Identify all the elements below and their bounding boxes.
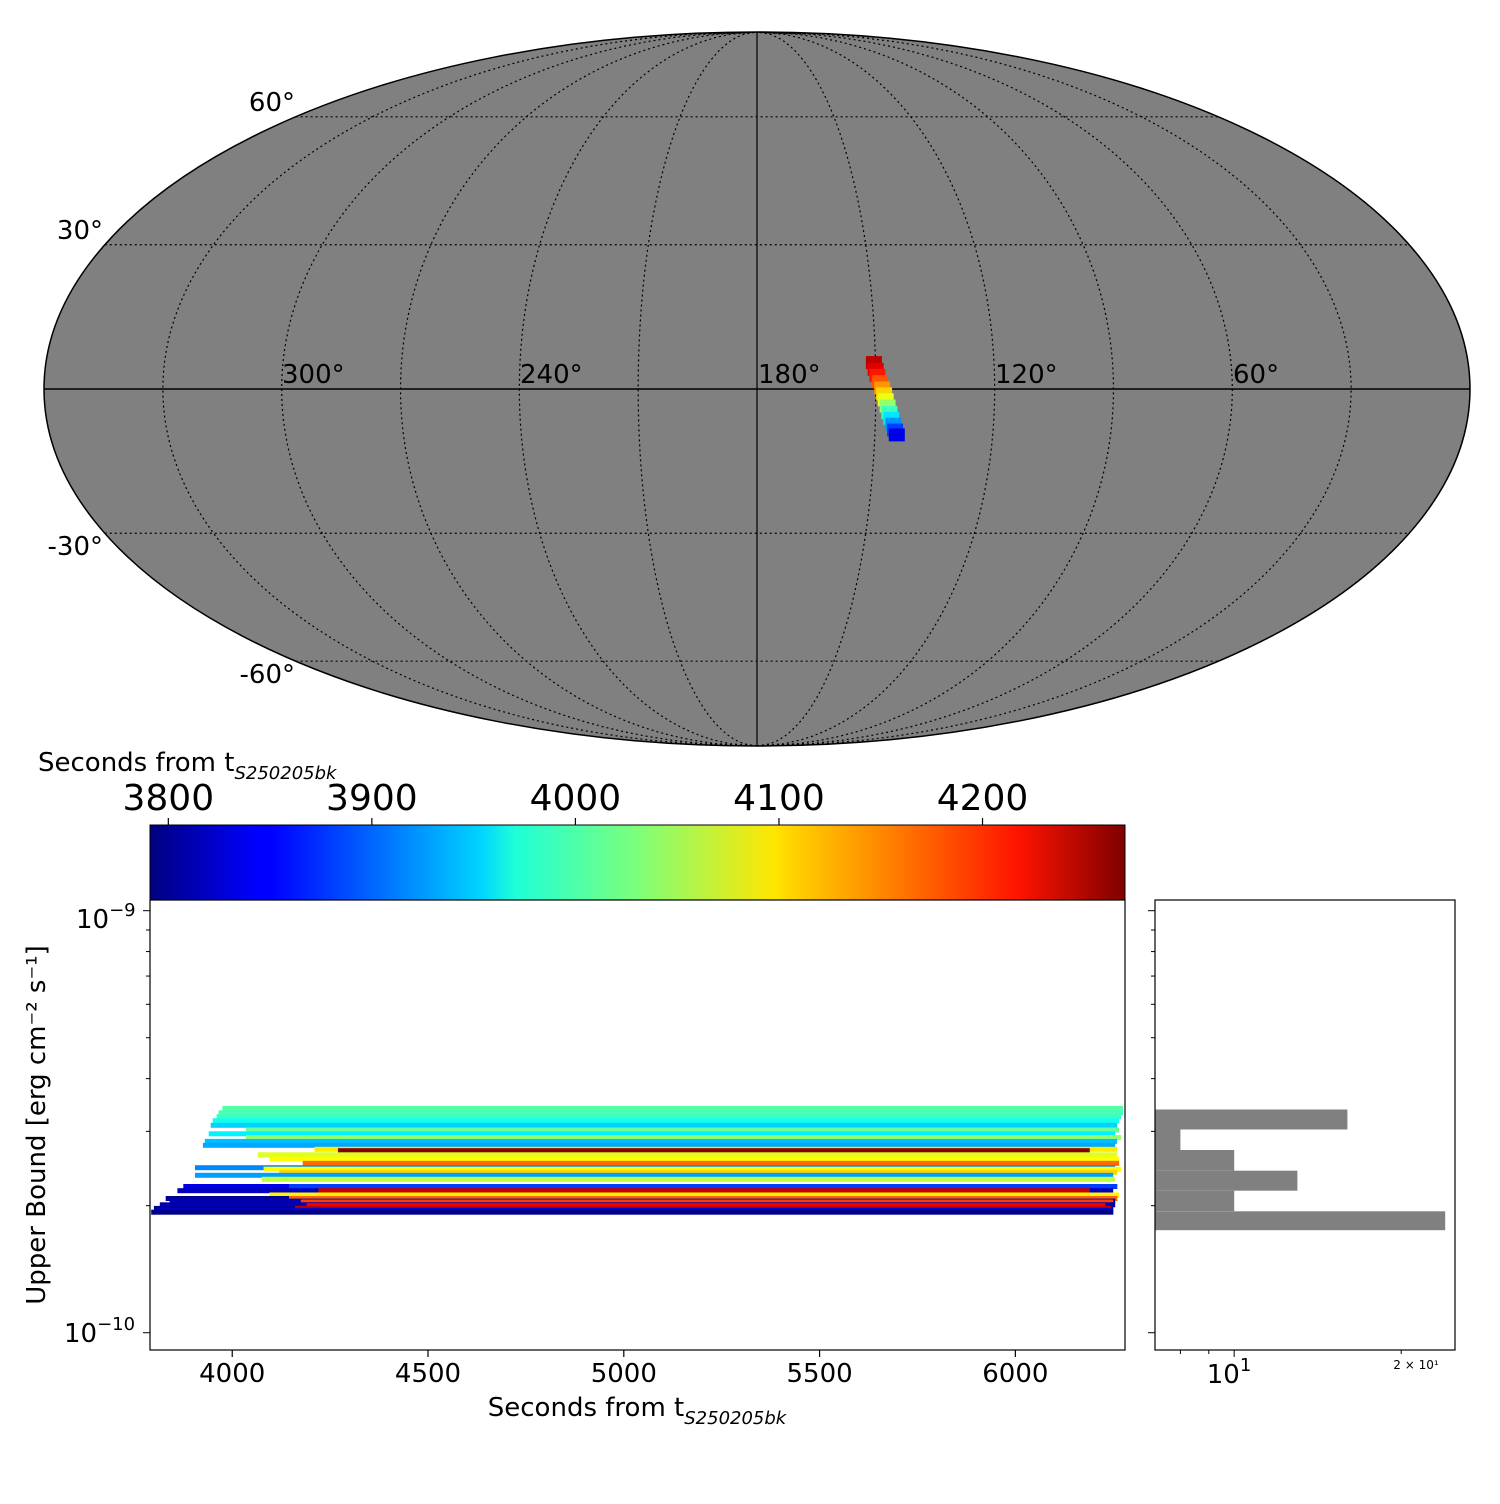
histogram-bars [1155,1109,1446,1231]
sky-map: 60° 30° -30° -60° 300° 240° 180° 120° 60… [43,31,1471,747]
upper-bound-segment [261,1176,1116,1182]
upper-bound-segment [212,1118,1120,1124]
hist-x-tick-label: 101 [1207,1355,1252,1390]
upper-bound-segment [204,1138,1118,1144]
colorbar-tick-label: 4000 [530,778,622,819]
upper-bound-segment [216,1114,1122,1120]
main-x-label-subscript: S250205bk [684,1408,788,1429]
upper-bound-segment [289,1184,1118,1189]
main-plot: 4000 4500 5000 5500 6000 10−9 10−10 Seconds … [22,899,1126,1429]
upper-bound-segment [218,1110,1123,1116]
main-plot-frame [149,899,1126,1351]
colorbar-tick-label: 4100 [733,778,825,819]
colorbar-ticks: 3800 3900 4000 4100 4200 [123,778,1029,825]
upper-bound-segment [318,1188,1090,1194]
main-y-tick-exponent: −9 [109,900,136,921]
graticule-meridian [756,32,1470,746]
upper-bound-segment [338,1148,1090,1154]
hist-x-tick-exponent: 1 [1240,1355,1251,1376]
main-x-tick-label: 5000 [591,1359,657,1389]
graticule-meridian [637,32,758,746]
main-x-tick-label: 5500 [786,1359,852,1389]
main-x-tick-label: 4500 [395,1359,461,1389]
sky-region-pixel [888,428,905,442]
upper-bound-segment [263,1166,1122,1172]
main-y-ticks [143,910,150,1334]
main-x-tick-label: 6000 [982,1359,1048,1389]
upper-bound-segment [306,1203,1106,1209]
colorbar-tick-label: 4200 [937,778,1029,819]
hist-x-tick-base: 10 [1207,1360,1240,1390]
colorbar-tick-label: 3800 [123,778,215,819]
colorbar-label-base: Seconds from t [38,748,234,778]
main-y-tick-exponent: −10 [97,1314,135,1335]
main-y-tick-base: 10 [64,1319,97,1349]
upper-bound-segment [257,1152,1118,1158]
upper-bound-segment [195,1172,1114,1178]
histogram-bar [1155,1150,1235,1171]
upper-bound-segment [269,1156,1120,1162]
histogram-ticks [1148,910,1402,1357]
lat-tick-label: 60° [249,88,295,118]
histogram-bar [1155,1190,1235,1212]
lon-tick-label: 60° [1233,360,1279,390]
colorbar-label-subscript: S250205bk [234,763,338,784]
histogram-frame [1154,899,1456,1351]
main-plot-segments [151,1105,1123,1215]
histogram-plot: 101 2 × 10¹ [1148,899,1456,1390]
main-y-tick-label: 10−9 [76,900,136,935]
upper-bound-segment [289,1196,1118,1201]
histogram-bar [1155,1109,1348,1130]
colorbar-gradient [149,824,1126,901]
upper-bound-segment [300,1199,1114,1205]
upper-bound-segment [245,1127,1120,1133]
main-y-label: Upper Bound [erg cm⁻² s⁻¹] [22,945,52,1304]
upper-bound-segment [151,1209,1114,1215]
upper-bound-segment [210,1122,1118,1128]
colorbar-label: Seconds from tS250205bk [38,748,338,784]
main-y-tick-label: 10−10 [64,1314,135,1349]
sky-localization-region [865,356,905,442]
main-y-tick-base: 10 [76,905,109,935]
lon-tick-label: 120° [995,360,1058,390]
upper-bound-segment [245,1135,1122,1141]
graticule-meridian [756,32,1352,746]
histogram-bar [1155,1129,1181,1150]
lat-tick-label: -30° [48,532,103,562]
main-x-ticks: 4000 4500 5000 5500 6000 [199,1350,1048,1389]
histogram-bar [1155,1211,1446,1231]
upper-bound-segment [269,1192,1120,1198]
main-x-label-base: Seconds from t [488,1393,684,1423]
histogram-bar [1155,1170,1298,1191]
graticule-meridian [756,32,877,746]
lat-tick-label: 30° [57,216,103,246]
lat-tick-label: -60° [240,660,295,690]
upper-bound-segment [208,1131,1116,1137]
upper-bound-segment [302,1160,1120,1166]
colorbar: Seconds from tS250205bk 3800 3900 4000 4100… [38,748,1126,901]
hist-x-minor-tick-label: 2 × 10¹ [1393,1358,1439,1372]
graticule-meridian [162,32,758,746]
lon-tick-label: 240° [520,360,583,390]
upper-bound-segment [222,1105,1123,1111]
main-x-tick-label: 4000 [199,1359,265,1389]
lon-tick-label: 180° [758,360,821,390]
main-x-label: Seconds from tS250205bk [488,1393,788,1429]
upper-bound-segment [279,1169,1118,1175]
lon-tick-label: 300° [282,360,345,390]
upper-bound-segment [202,1142,1116,1148]
colorbar-tick-label: 3900 [326,778,418,819]
